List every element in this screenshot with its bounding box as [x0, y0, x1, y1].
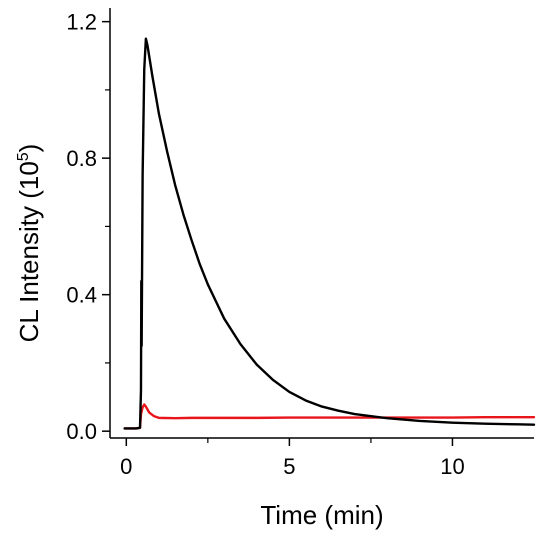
x-tick-label: 10	[440, 454, 464, 479]
y-axis-title-exponent: 5	[15, 152, 32, 161]
series-line-black	[123, 37, 536, 430]
y-axis-title-main: CL Intensity (10	[14, 161, 44, 342]
x-tick-label: 5	[283, 454, 295, 479]
tick-labels: 0 5 10 0.0 0.4 0.8 1.2	[66, 10, 464, 479]
x-axis-title: Time (min)	[260, 500, 383, 530]
y-tick-label: 1.2	[66, 10, 97, 35]
tick-marks	[102, 20, 454, 446]
y-tick-label: 0.0	[66, 419, 97, 444]
y-axis-title-close: )	[14, 144, 44, 153]
y-tick-label: 0.8	[66, 146, 97, 171]
series-line-red	[123, 403, 536, 430]
series-layer	[123, 37, 536, 430]
axes-frame	[109, 8, 534, 439]
y-axis-title: CL Intensity (105)	[14, 144, 44, 343]
y-tick-label: 0.4	[66, 283, 97, 308]
x-tick-label: 0	[120, 454, 132, 479]
